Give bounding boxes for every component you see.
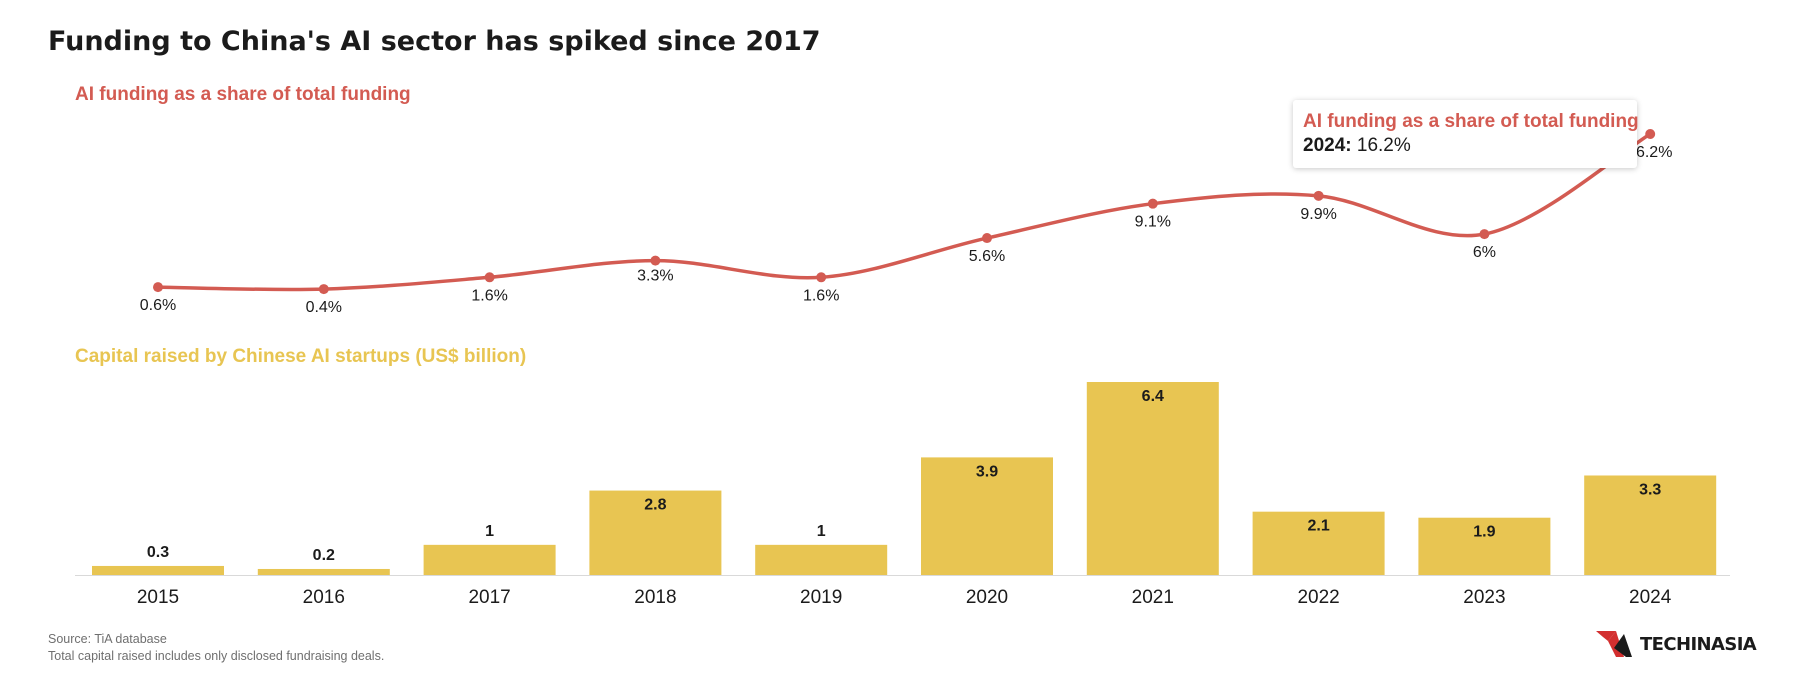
bar-2015 <box>92 565 224 575</box>
x-tick-label-2022: 2022 <box>1297 587 1339 608</box>
line-series-share <box>156 132 1652 292</box>
source-note: Source: TiA database <box>48 632 167 646</box>
line-value-label-2018: 3.3% <box>637 268 673 285</box>
line-value-label-2016: 0.4% <box>306 299 342 316</box>
x-tick-label-2018: 2018 <box>634 587 676 608</box>
tooltip-year: 2024: <box>1303 135 1352 156</box>
bar-value-label-2015: 0.3 <box>147 544 169 561</box>
bar-value-label-2019: 1 <box>817 523 826 540</box>
chart-title: Funding to China's AI sector has spiked … <box>48 26 821 57</box>
line-value-label-2023: 6% <box>1473 244 1496 261</box>
line-point-2017 <box>484 272 495 283</box>
tooltip-value-row: 2024: 16.2% <box>1303 135 1411 157</box>
x-tick-label-2017: 2017 <box>468 587 510 608</box>
tooltip: AI funding as a share of total funding 2… <box>1293 100 1639 168</box>
bar-2020 <box>921 457 1053 575</box>
bar-2018 <box>589 490 722 575</box>
bar-value-label-2018: 2.8 <box>644 497 666 514</box>
x-tick-label-2015: 2015 <box>137 587 179 608</box>
bar-value-label-2021: 6.4 <box>1142 388 1164 405</box>
bar-2017 <box>423 544 556 575</box>
x-tick-label-2016: 2016 <box>303 587 345 608</box>
line-value-label-2021: 9.1% <box>1135 214 1171 231</box>
bar-2019 <box>755 544 888 575</box>
line-value-label-2017: 1.6% <box>471 287 507 304</box>
line-point-2016 <box>318 284 329 295</box>
line-point-2022 <box>1313 190 1324 201</box>
bar-2021 <box>1086 382 1219 575</box>
line-value-label-2020: 5.6% <box>969 248 1005 265</box>
bar-2023 <box>1418 517 1551 575</box>
bar-value-label-2024: 3.3 <box>1639 481 1661 498</box>
bar-value-label-2023: 1.9 <box>1473 524 1495 541</box>
line-point-2021 <box>1147 198 1158 209</box>
line-value-label-2019: 1.6% <box>803 287 839 304</box>
bar-value-label-2020: 3.9 <box>976 463 998 480</box>
line-point-2018 <box>650 255 661 266</box>
footer: Source: TiA database Total capital raise… <box>48 631 384 665</box>
x-tick-label-2024: 2024 <box>1629 587 1672 608</box>
bar-2022 <box>1252 511 1385 575</box>
bar-2024 <box>1584 475 1717 575</box>
techinasia-logo[interactable]: TECHINASIA <box>1594 627 1757 661</box>
x-tick-label-2019: 2019 <box>800 587 842 608</box>
line-chart-subtitle: AI funding as a share of total funding <box>75 84 411 105</box>
x-tick-label-2020: 2020 <box>966 587 1008 608</box>
tooltip-value: 16.2% <box>1356 135 1411 156</box>
footnote: Total capital raised includes only discl… <box>48 649 385 663</box>
x-tick-label-2021: 2021 <box>1132 587 1174 608</box>
line-value-label-2022: 9.9% <box>1300 206 1336 223</box>
line-value-label-2015: 0.6% <box>140 297 176 314</box>
bar-value-label-2017: 1 <box>485 523 494 540</box>
bar-value-label-2016: 0.2 <box>313 547 335 564</box>
bar-chart-subtitle: Capital raised by Chinese AI startups (U… <box>75 346 527 367</box>
line-point-2015 <box>153 282 163 293</box>
x-tick-label-2023: 2023 <box>1463 587 1505 608</box>
techinasia-logo-icon <box>1596 631 1632 657</box>
bar-2016 <box>257 568 390 575</box>
line-value-label-2024: 6.2% <box>1636 144 1672 161</box>
line-point-2023 <box>1479 229 1490 240</box>
line-point-2019 <box>816 272 827 283</box>
tooltip-series: AI funding as a share of total funding <box>1303 111 1639 132</box>
line-point-2020 <box>982 233 992 244</box>
line-point-2024 <box>1645 129 1656 139</box>
bar-value-label-2022: 2.1 <box>1307 518 1329 535</box>
logo-text: TECHINASIA <box>1640 633 1757 655</box>
